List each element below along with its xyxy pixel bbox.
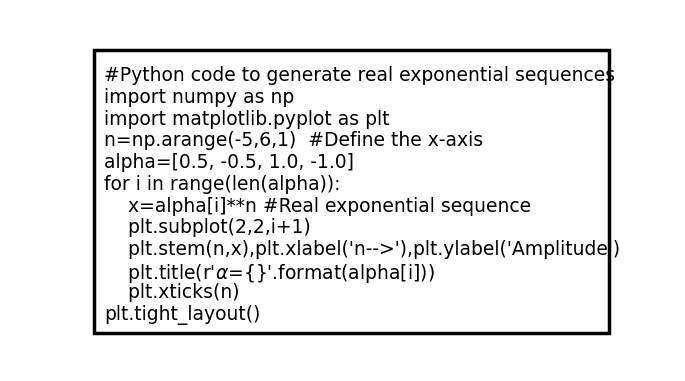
Text: for i in range(len(alpha)):: for i in range(len(alpha)): bbox=[104, 175, 340, 194]
Text: plt.tight_layout(): plt.tight_layout() bbox=[104, 305, 260, 325]
Text: plt.subplot(2,2,i+1): plt.subplot(2,2,i+1) bbox=[104, 218, 311, 237]
Text: import matplotlib.pyplot as plt: import matplotlib.pyplot as plt bbox=[104, 110, 390, 129]
Text: plt.title(r'$\alpha$={}'.format(alpha[i])): plt.title(r'$\alpha$={}'.format(alpha[i]… bbox=[104, 262, 435, 285]
Text: import numpy as np: import numpy as np bbox=[104, 88, 295, 107]
Text: alpha=[0.5, -0.5, 1.0, -1.0]: alpha=[0.5, -0.5, 1.0, -1.0] bbox=[104, 153, 354, 172]
Text: plt.xticks(n): plt.xticks(n) bbox=[104, 283, 240, 303]
FancyBboxPatch shape bbox=[94, 50, 608, 333]
Text: n=np.arange(-5,6,1)  #Define the x-axis: n=np.arange(-5,6,1) #Define the x-axis bbox=[104, 131, 484, 150]
Text: #Python code to generate real exponential sequences: #Python code to generate real exponentia… bbox=[104, 66, 615, 85]
Text: x=alpha[i]**n #Real exponential sequence: x=alpha[i]**n #Real exponential sequence bbox=[104, 197, 532, 216]
Text: plt.stem(n,x),plt.xlabel('n-->'),plt.ylabel('Amplitude'): plt.stem(n,x),plt.xlabel('n-->'),plt.yla… bbox=[104, 240, 621, 259]
